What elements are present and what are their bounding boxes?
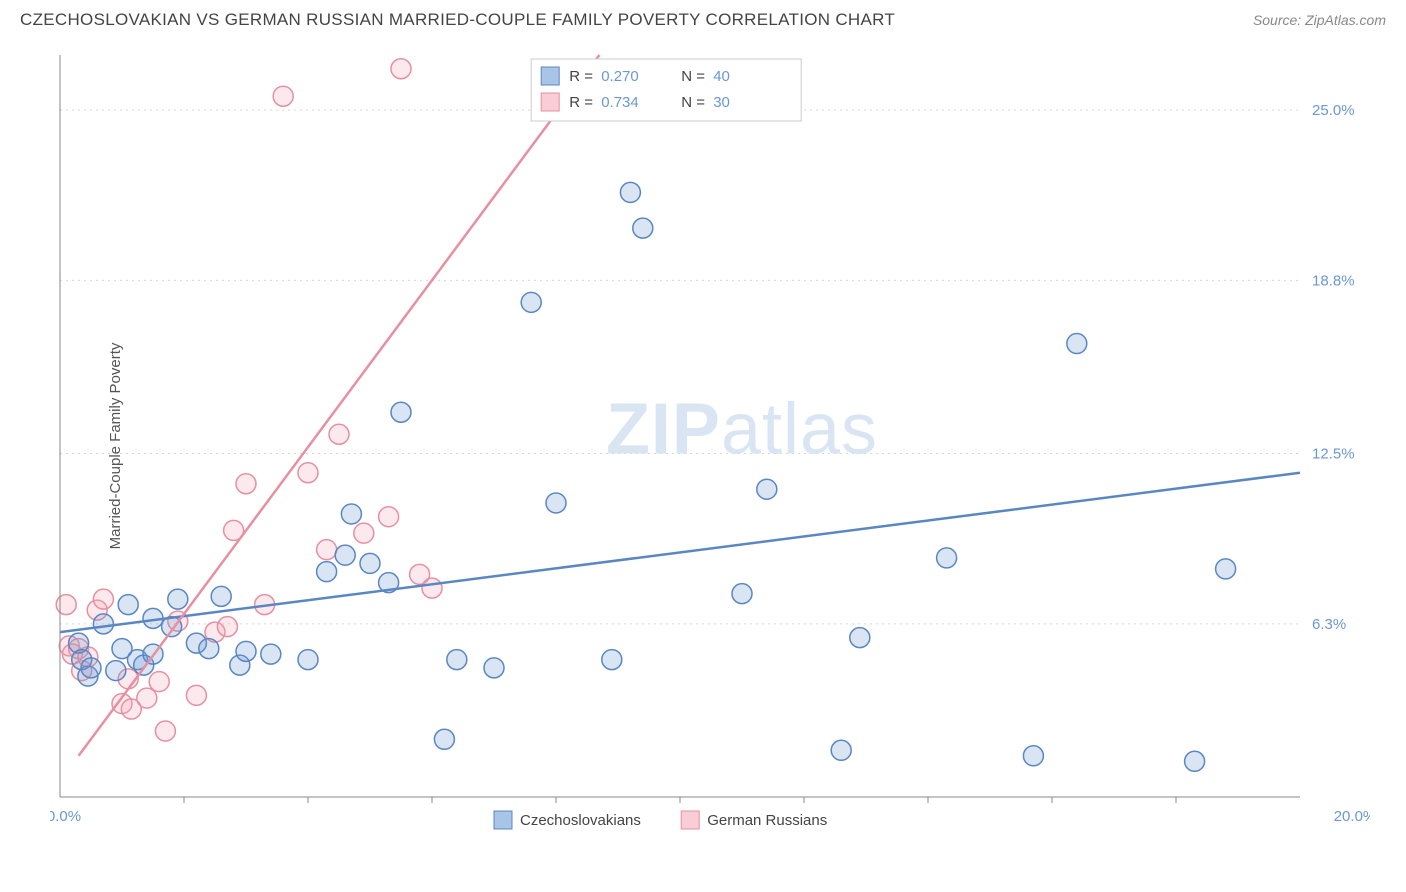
data-point	[155, 721, 175, 741]
legend-swatch	[494, 811, 512, 829]
data-point	[236, 641, 256, 661]
data-point	[546, 493, 566, 513]
data-point	[1067, 334, 1087, 354]
legend-n-label: N =	[681, 94, 705, 111]
data-point	[106, 661, 126, 681]
legend-swatch	[541, 93, 559, 111]
data-point	[199, 639, 219, 659]
data-point	[118, 595, 138, 615]
legend-r-label: R =	[569, 94, 593, 111]
data-point	[236, 474, 256, 494]
data-point	[937, 548, 957, 568]
data-point	[149, 672, 169, 692]
data-point	[168, 589, 188, 609]
data-point	[1185, 751, 1205, 771]
data-point	[341, 504, 361, 524]
data-point	[217, 617, 237, 637]
data-point	[317, 562, 337, 582]
data-point	[391, 402, 411, 422]
legend-series-label: German Russians	[707, 812, 827, 829]
data-point	[620, 182, 640, 202]
legend-r-label: R =	[569, 68, 593, 85]
data-point	[831, 740, 851, 760]
legend-swatch	[681, 811, 699, 829]
legend-swatch	[541, 67, 559, 85]
chart-title: CZECHOSLOVAKIAN VS GERMAN RUSSIAN MARRIE…	[20, 10, 895, 30]
data-point	[273, 86, 293, 106]
legend-n-value: 30	[713, 94, 730, 111]
scatter-chart: 6.3% 12.5% 18.8% 25.0% ZIPatlas 0.0% 20.0% R = 0…	[50, 45, 1370, 845]
y-tick-label: 25.0%	[1312, 102, 1355, 119]
trend-line	[60, 473, 1300, 632]
x-tick-label: 0.0%	[50, 808, 81, 825]
y-tick-label: 6.3%	[1312, 616, 1346, 633]
data-point	[633, 218, 653, 238]
legend-n-label: N =	[681, 68, 705, 85]
data-point	[81, 658, 101, 678]
data-point	[298, 463, 318, 483]
data-point	[298, 650, 318, 670]
data-point	[360, 553, 380, 573]
data-point	[56, 595, 76, 615]
chart-area: 6.3% 12.5% 18.8% 25.0% ZIPatlas 0.0% 20.0% R = 0…	[50, 45, 1370, 845]
data-point	[317, 540, 337, 560]
data-point	[379, 507, 399, 527]
data-point	[335, 545, 355, 565]
data-point	[1216, 559, 1236, 579]
trend-line	[79, 55, 600, 756]
data-point	[261, 644, 281, 664]
data-point	[329, 424, 349, 444]
data-point	[354, 523, 374, 543]
data-point	[732, 584, 752, 604]
data-point	[93, 589, 113, 609]
watermark: ZIPatlas	[606, 389, 878, 469]
legend-r-value: 0.270	[601, 68, 639, 85]
data-point	[521, 292, 541, 312]
x-tick-label: 20.0%	[1334, 808, 1370, 825]
data-point	[137, 688, 157, 708]
y-tick-label: 18.8%	[1312, 272, 1355, 289]
data-point	[447, 650, 467, 670]
data-point	[211, 586, 231, 606]
y-tick-label: 12.5%	[1312, 445, 1355, 462]
data-point	[757, 479, 777, 499]
source-label: Source: ZipAtlas.com	[1253, 12, 1386, 28]
data-point	[391, 59, 411, 79]
legend-r-value: 0.734	[601, 94, 639, 111]
data-point	[850, 628, 870, 648]
data-point	[186, 685, 206, 705]
data-point	[602, 650, 622, 670]
data-point	[93, 614, 113, 634]
data-point	[484, 658, 504, 678]
legend-n-value: 40	[713, 68, 730, 85]
data-point	[1023, 746, 1043, 766]
data-point	[422, 578, 442, 598]
data-point	[434, 729, 454, 749]
legend-series-label: Czechoslovakians	[520, 812, 641, 829]
